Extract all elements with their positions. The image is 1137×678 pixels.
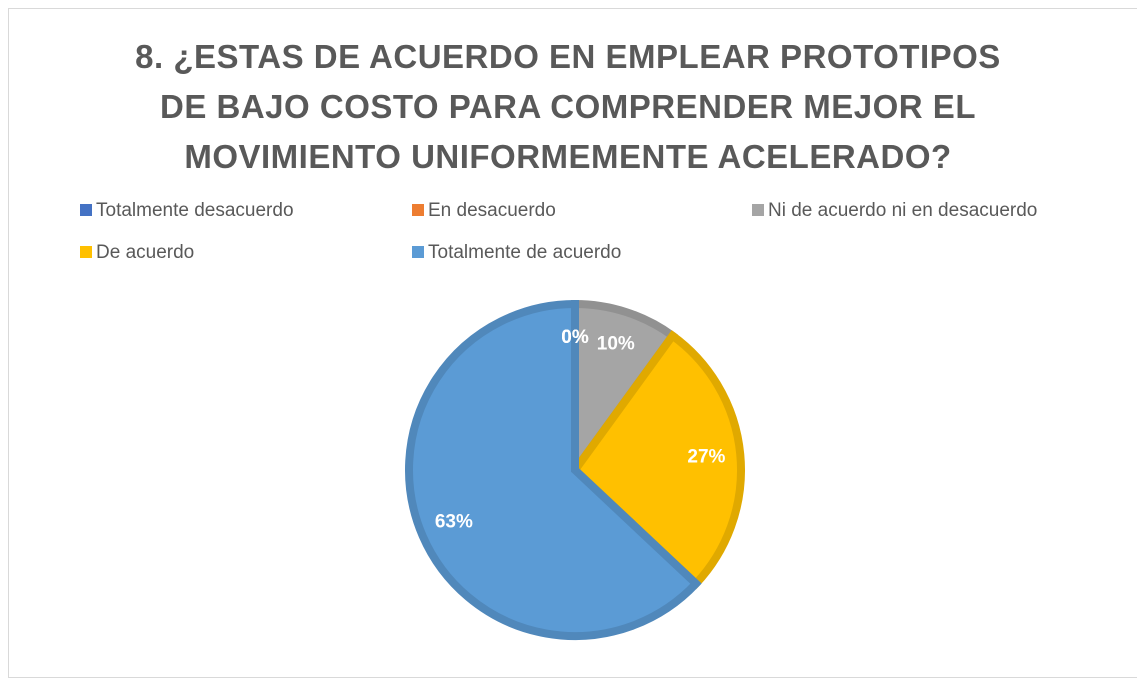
legend-item: Totalmente de acuerdo [412, 242, 621, 264]
legend-item: Totalmente desacuerdo [80, 200, 294, 222]
legend-swatch [752, 204, 764, 216]
pie-slice [569, 330, 745, 590]
legend-label: De acuerdo [96, 242, 195, 263]
data-label: 63% [435, 511, 473, 532]
data-label: 0% [561, 327, 589, 348]
legend-swatch [412, 246, 424, 258]
data-label: 0% [561, 327, 589, 348]
legend-swatch [80, 204, 92, 216]
pie-slice [405, 299, 702, 640]
legend-label: En desacuerdo [428, 200, 556, 221]
legend-item: Ni de acuerdo ni en desacuerdo [752, 200, 1037, 222]
legend-swatch [80, 246, 92, 258]
legend-item: De acuerdo [80, 242, 194, 264]
legend-label: Totalmente de acuerdo [428, 242, 622, 263]
chart-title: 8. ¿ESTAS DE ACUERDO EN EMPLEAR PROTOTIP… [135, 38, 1001, 175]
data-label: 27% [687, 447, 725, 468]
data-label: 10% [597, 333, 635, 354]
legend-item: En desacuerdo [412, 200, 556, 222]
legend-swatch [412, 204, 424, 216]
legend-label: Ni de acuerdo ni en desacuerdo [768, 200, 1038, 221]
legend-label: Totalmente desacuerdo [96, 200, 294, 221]
